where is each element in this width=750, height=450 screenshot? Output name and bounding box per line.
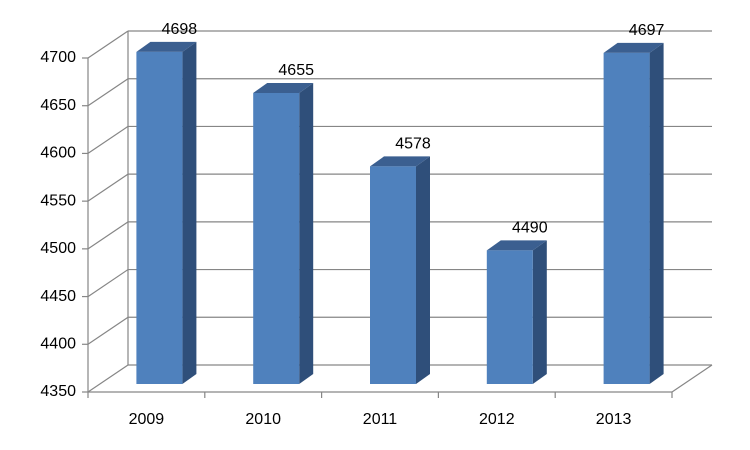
bar (370, 156, 430, 384)
y-tick-label: 4450 (40, 288, 76, 305)
bar (603, 42, 664, 385)
x-tick-label: 2010 (245, 411, 281, 428)
floor-right (671, 364, 713, 393)
y-tick-label: 4350 (40, 383, 76, 400)
value-label: 4490 (512, 220, 548, 237)
bar-top (486, 240, 547, 251)
x-tick-label: 2011 (363, 411, 398, 428)
bar-side (532, 240, 547, 384)
y-tick-label: 4500 (40, 240, 76, 257)
grid-line (87, 316, 129, 345)
y-tick-label: 4600 (40, 145, 76, 162)
grid-line (87, 30, 129, 59)
bar-front (253, 92, 300, 384)
grid-line (87, 364, 129, 393)
y-tick-label: 4700 (40, 49, 76, 66)
bar (136, 41, 197, 385)
bar-top (370, 156, 430, 167)
bar-front (370, 166, 416, 384)
value-label: 4697 (629, 22, 665, 39)
bar (253, 82, 314, 384)
bar (486, 240, 547, 384)
bar-top (136, 41, 197, 52)
bar-side (416, 156, 430, 384)
bar-front (603, 52, 650, 385)
bar-side (649, 42, 664, 385)
bar-top (253, 82, 314, 93)
x-tick-label: 2013 (596, 411, 632, 428)
value-label: 4698 (162, 21, 198, 38)
grid-line (87, 125, 129, 154)
y-tick-label: 4550 (40, 192, 76, 209)
value-label: 4655 (278, 62, 314, 79)
grid-line (87, 269, 129, 298)
bar-top (603, 42, 664, 53)
bar-front (136, 51, 183, 385)
y-tick-label: 4400 (40, 336, 76, 353)
x-tick-label: 2012 (479, 411, 515, 428)
bar-side (182, 41, 197, 385)
y-tick-label: 4650 (40, 97, 76, 114)
value-label: 4578 (395, 136, 431, 153)
grid-line (87, 78, 129, 107)
x-tick-label: 2009 (129, 411, 165, 428)
grid-line (87, 173, 129, 202)
bar-front (486, 250, 533, 384)
bar-side (299, 82, 314, 384)
grid-line (87, 221, 129, 250)
